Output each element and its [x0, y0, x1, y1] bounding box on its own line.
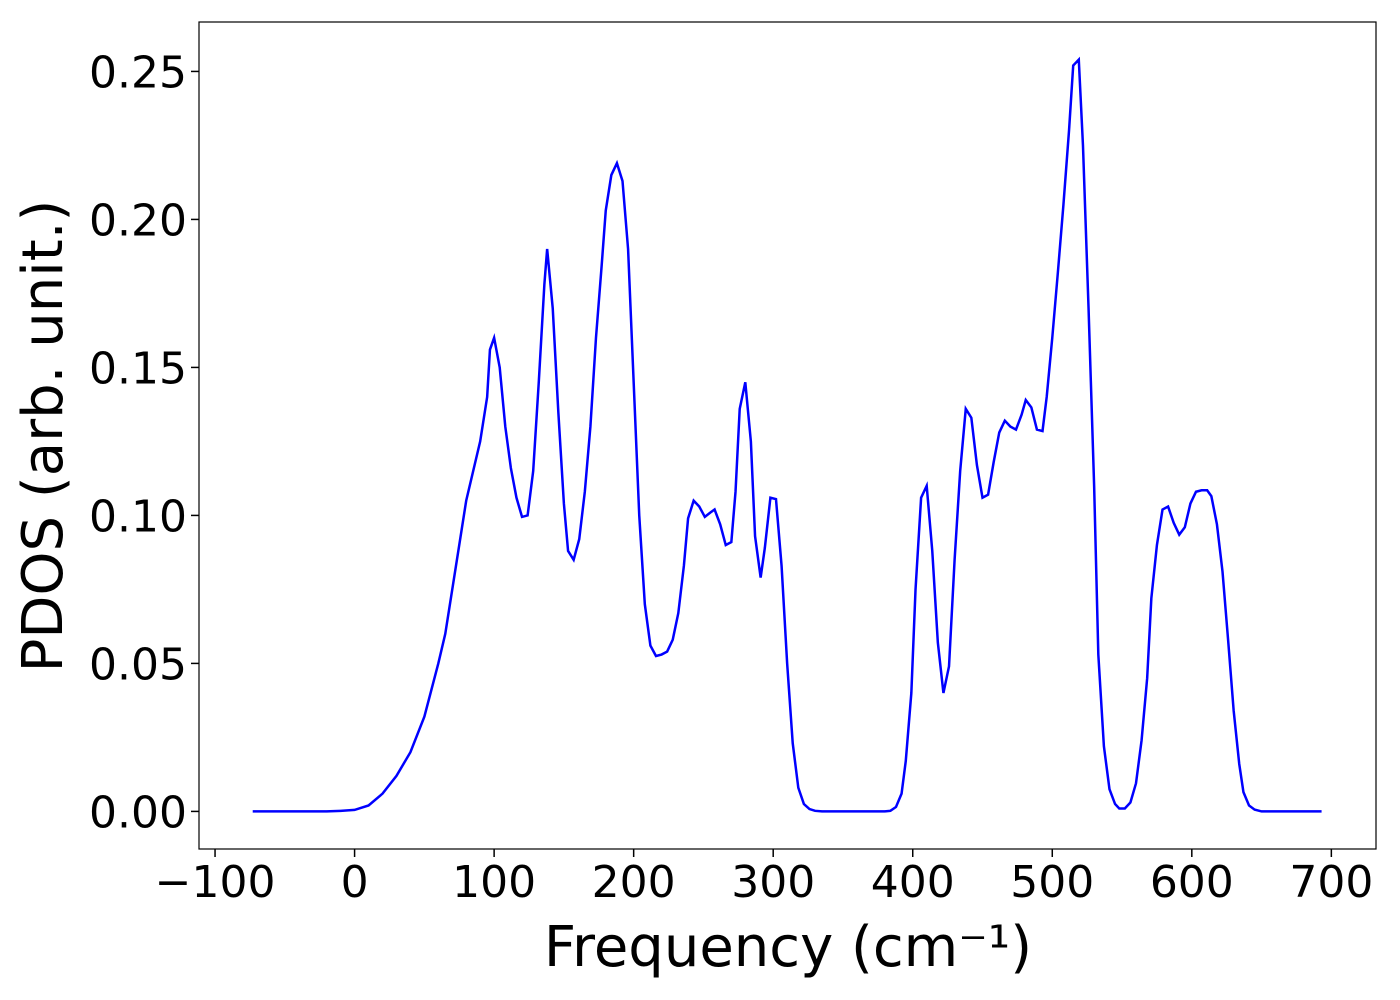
y-tick-label: 0.05 — [89, 639, 187, 690]
x-tick-label: 100 — [452, 857, 536, 908]
y-tick-label: 0.10 — [89, 491, 187, 542]
x-tick-label: 600 — [1150, 857, 1234, 908]
x-tick-label: 0 — [341, 857, 369, 908]
x-tick-label: 200 — [592, 857, 676, 908]
y-axis-label: PDOS (arb. unit.) — [11, 200, 76, 673]
y-tick-label: 0.15 — [89, 343, 187, 394]
x-tick-label: 300 — [731, 857, 815, 908]
data-line — [252, 56, 1322, 813]
x-tick-label: 400 — [871, 857, 955, 908]
y-tick-label: 0.25 — [89, 47, 187, 98]
plot-frame — [198, 21, 1377, 850]
x-tick-label: 500 — [1010, 857, 1094, 908]
x-tick-label: 700 — [1289, 857, 1373, 908]
x-tick-label: −100 — [155, 857, 276, 908]
y-tick-label: 0.00 — [89, 787, 187, 838]
x-axis-label: Frequency (cm⁻¹) — [544, 915, 1032, 980]
y-tick-label: 0.20 — [89, 195, 187, 246]
